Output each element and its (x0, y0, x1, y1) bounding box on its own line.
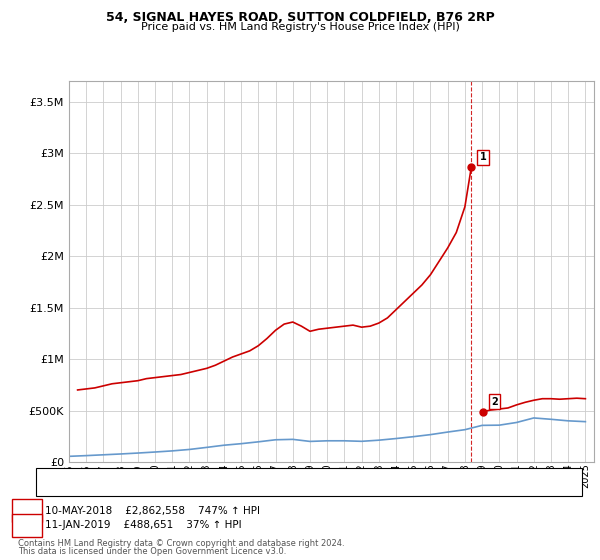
Text: 54, SIGNAL HAYES ROAD, SUTTON COLDFIELD, B76 2RP (detached house): 54, SIGNAL HAYES ROAD, SUTTON COLDFIELD,… (81, 470, 431, 479)
Text: 2: 2 (491, 397, 498, 407)
Text: This data is licensed under the Open Government Licence v3.0.: This data is licensed under the Open Gov… (18, 547, 286, 556)
Text: 54, SIGNAL HAYES ROAD, SUTTON COLDFIELD, B76 2RP: 54, SIGNAL HAYES ROAD, SUTTON COLDFIELD,… (106, 11, 494, 24)
Text: Contains HM Land Registry data © Crown copyright and database right 2024.: Contains HM Land Registry data © Crown c… (18, 539, 344, 548)
Text: 10-MAY-2018    £2,862,558    747% ↑ HPI: 10-MAY-2018 £2,862,558 747% ↑ HPI (45, 506, 260, 516)
Text: 11-JAN-2019    £488,651    37% ↑ HPI: 11-JAN-2019 £488,651 37% ↑ HPI (45, 520, 242, 530)
Text: 1: 1 (479, 152, 487, 162)
Text: HPI: Average price, detached house, Birmingham: HPI: Average price, detached house, Birm… (81, 484, 315, 493)
Text: Price paid vs. HM Land Registry's House Price Index (HPI): Price paid vs. HM Land Registry's House … (140, 22, 460, 32)
Text: 1: 1 (23, 506, 31, 516)
Text: 2: 2 (23, 520, 31, 530)
